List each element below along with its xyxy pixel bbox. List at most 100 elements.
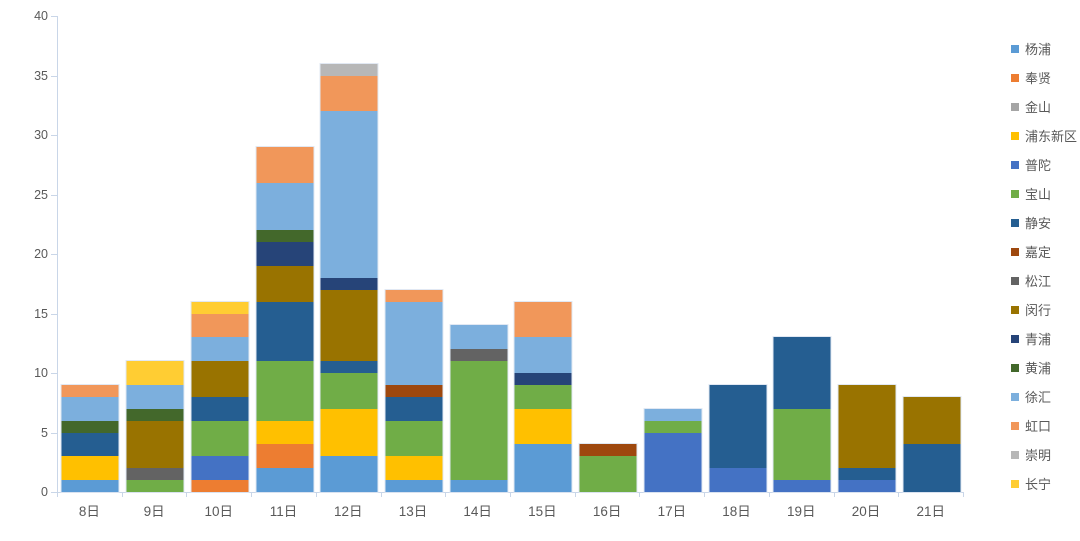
bar-segment — [256, 420, 314, 445]
x-tick-label: 13日 — [398, 504, 428, 519]
legend-swatch-icon — [1011, 189, 1019, 198]
legend-label: 杨浦 — [1025, 42, 1052, 57]
bar-segment — [514, 337, 572, 374]
bar-segment — [514, 373, 572, 385]
bar-segment — [256, 182, 314, 231]
legend-swatch-icon — [1011, 334, 1019, 343]
bar-segment — [644, 432, 702, 492]
x-tick-label: 10日 — [204, 504, 234, 519]
bar-segment — [61, 432, 119, 457]
bar-segment — [256, 301, 314, 362]
bar-segment — [903, 444, 961, 492]
legend-label: 奉贤 — [1025, 71, 1052, 86]
legend-label: 徐汇 — [1025, 390, 1052, 405]
x-tick-mark — [315, 493, 317, 497]
plot-area — [57, 16, 964, 493]
legend-label: 青浦 — [1025, 332, 1052, 347]
x-tick-label: 12日 — [333, 504, 363, 519]
legend-swatch-icon — [1011, 392, 1019, 401]
bar-segment — [256, 146, 314, 183]
x-tick-mark — [768, 493, 770, 497]
legend-swatch-icon — [1011, 305, 1019, 314]
bar-segment — [385, 384, 443, 397]
stacked-bar — [191, 301, 249, 492]
legend-item: 奉贤 — [1011, 63, 1077, 92]
legend-swatch-icon — [1011, 218, 1019, 227]
bars — [58, 16, 964, 492]
bar-segment — [126, 408, 184, 421]
x-tick-label: 16日 — [592, 504, 622, 519]
bar-segment — [644, 420, 702, 433]
legend-item: 静安 — [1011, 208, 1077, 237]
bar-segment — [514, 444, 572, 492]
bar-segment — [191, 301, 249, 314]
x-tick-label: 21日 — [916, 504, 945, 519]
legend-label: 虹口 — [1025, 419, 1052, 434]
legend-swatch-icon — [1011, 276, 1019, 285]
bar-segment — [61, 420, 119, 433]
y-tick-label: 40 — [34, 9, 48, 23]
legend-label: 长宁 — [1025, 477, 1052, 492]
bar-segment — [514, 408, 572, 445]
x-tick-label: 9日 — [143, 504, 165, 519]
legend-item: 宝山 — [1011, 179, 1077, 208]
bar-segment — [61, 456, 119, 481]
x-tick-mark — [963, 493, 964, 497]
legend-item: 徐汇 — [1011, 382, 1077, 411]
x-tick-label: 20日 — [851, 504, 881, 519]
legend-item: 普陀 — [1011, 150, 1077, 179]
y-tick-mark — [51, 492, 57, 493]
legend-swatch-icon — [1011, 421, 1019, 430]
bar-slot — [123, 16, 188, 492]
y-tick-label: 35 — [34, 68, 48, 83]
stacked-bar — [320, 63, 378, 492]
bar-slot — [446, 16, 511, 492]
stacked-bar — [579, 444, 637, 492]
y-tick-mark — [51, 16, 57, 17]
y-tick-mark — [51, 432, 57, 434]
legend-item: 闵行 — [1011, 295, 1077, 324]
x-tick-mark — [251, 493, 253, 497]
bar-segment — [256, 468, 314, 492]
legend-label: 普陀 — [1025, 158, 1052, 173]
legend-item: 长宁 — [1011, 469, 1077, 498]
legend-label: 金山 — [1025, 100, 1052, 115]
stacked-bar — [709, 384, 767, 492]
bar-slot — [835, 16, 900, 492]
x-tick-label: 11日 — [269, 504, 298, 519]
bar-slot — [576, 16, 641, 492]
bar-segment — [320, 277, 378, 290]
legend-swatch-icon — [1011, 102, 1019, 111]
bar-segment — [61, 480, 119, 492]
x-tick-label: 8日 — [78, 504, 100, 519]
y-tick-label: 15 — [34, 306, 48, 321]
bar-segment — [450, 361, 508, 481]
legend-swatch-icon — [1011, 247, 1019, 256]
bar-segment — [773, 480, 831, 492]
bar-slot — [770, 16, 835, 492]
legend-item: 浦东新区 — [1011, 121, 1077, 150]
x-tick-mark — [121, 493, 123, 497]
y-tick-label: 10 — [34, 366, 48, 380]
bar-segment — [256, 265, 314, 302]
y-tick-mark — [51, 194, 57, 196]
y-tick-label: 25 — [34, 187, 48, 202]
bar-segment — [450, 325, 508, 350]
bar-segment — [256, 444, 314, 469]
bar-segment — [385, 301, 443, 385]
bar-segment — [61, 396, 119, 421]
bar-segment — [320, 289, 378, 362]
bar-slot — [317, 16, 382, 492]
stacked-bar — [838, 384, 896, 492]
legend-item: 崇明 — [1011, 440, 1077, 469]
legend: 杨浦 奉贤 金山 浦东新区 普陀 宝山 静安 嘉定 松江 闵行 青浦 黄浦 徐汇 虹口 崇明 长宁 — [1011, 34, 1077, 498]
bar-segment — [709, 384, 767, 469]
bar-segment — [126, 468, 184, 481]
x-tick-label: 17日 — [657, 504, 687, 519]
legend-item: 金山 — [1011, 92, 1077, 121]
bar-segment — [191, 361, 249, 397]
stacked-bar — [514, 301, 572, 492]
y-tick-label: 5 — [41, 425, 48, 440]
legend-item: 杨浦 — [1011, 34, 1077, 63]
